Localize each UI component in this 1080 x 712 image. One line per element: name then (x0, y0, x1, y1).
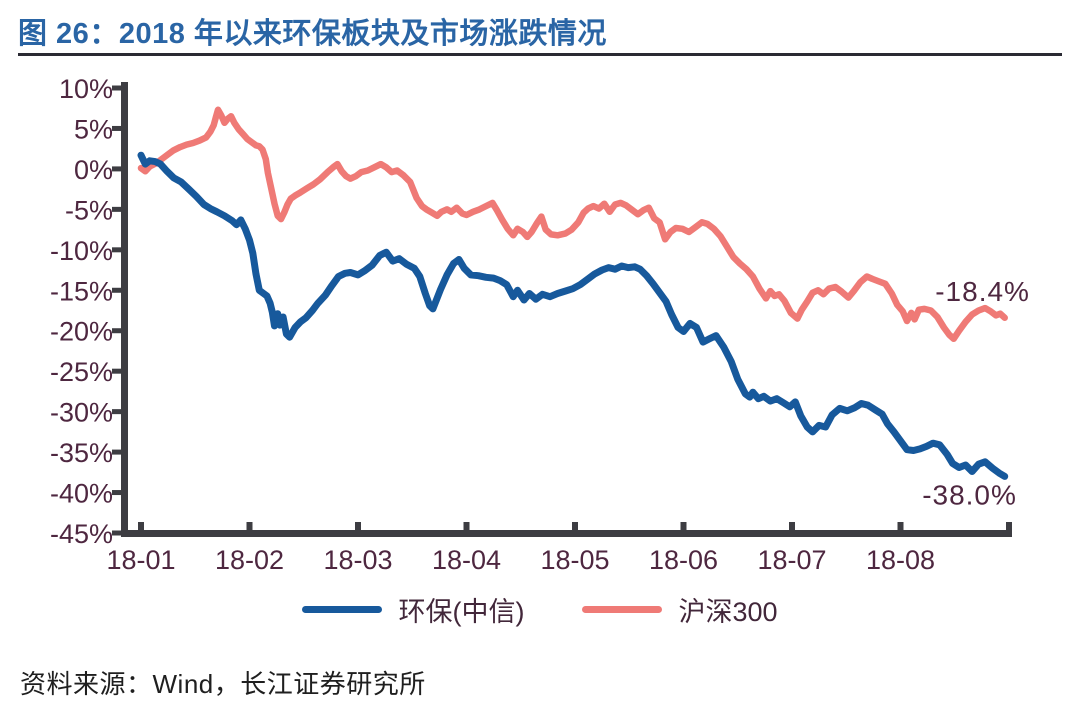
x-tick-label: 18-02 (215, 545, 284, 575)
y-tick (112, 409, 121, 415)
x-tick (572, 522, 578, 530)
x-tick (789, 522, 795, 530)
y-tick (112, 125, 121, 131)
x-tick-label: 18-08 (866, 545, 935, 575)
y-tick-label: -45% (50, 519, 113, 549)
series-line-沪深300 (137, 106, 1008, 343)
legend-label-hs300: 沪深300 (678, 597, 778, 627)
y-axis-line (121, 82, 128, 537)
x-tick (246, 522, 253, 530)
x-tick-label: 18-01 (106, 545, 175, 575)
y-tick-label: -20% (50, 317, 113, 347)
x-tick (463, 522, 470, 530)
y-tick-label: -35% (50, 438, 113, 468)
y-tick (112, 166, 121, 172)
figure-title: 图 26：2018 年以来环保板块及市场涨跌情况 (18, 18, 607, 50)
y-tick (112, 449, 121, 455)
x-axis-line (121, 530, 1012, 537)
x-tick (897, 522, 904, 530)
y-tick-label: -40% (50, 479, 113, 509)
hs300-line-swatch-icon (582, 606, 663, 613)
x-tick-label: 18-03 (323, 545, 392, 575)
y-tick (112, 206, 121, 212)
y-tick (112, 368, 121, 374)
series-line-环保(中信) (137, 151, 1009, 480)
data-source-note: 资料来源：Wind，长江证券研究所 (20, 669, 426, 699)
legend-label-huanbao: 环保(中信) (398, 597, 525, 627)
x-tick-label: 18-06 (649, 545, 718, 575)
x-tick-label: 18-04 (432, 545, 501, 575)
legend-item-huanbao: 环保(中信) (302, 590, 524, 629)
x-tick (1006, 522, 1012, 530)
title-divider (18, 53, 1062, 56)
x-tick-label: 18-07 (757, 545, 826, 575)
x-tick (138, 522, 144, 530)
y-tick-label: 0% (74, 155, 113, 185)
y-tick (112, 247, 121, 253)
x-tick-label: 18-05 (540, 545, 609, 575)
y-tick-label: 5% (74, 114, 113, 144)
y-tick-label: -25% (50, 357, 113, 387)
end-value-annotation: -18.4% (935, 276, 1030, 307)
chart-legend: 环保(中信) 沪深300 (0, 590, 1080, 629)
x-tick (680, 522, 687, 530)
y-tick (112, 530, 121, 536)
y-tick (112, 490, 121, 496)
y-tick-label: 10% (59, 74, 113, 104)
line-chart: 10% 5% 0% -5% -10% -15% -20% -25% -30% -35% -40% -4… (50, 74, 1030, 575)
huanbao-line-swatch-icon (302, 606, 383, 613)
y-tick-label: -10% (50, 236, 113, 266)
x-tick (355, 522, 361, 530)
y-tick-label: -15% (50, 276, 113, 306)
y-tick (112, 287, 121, 293)
end-value-annotation: -38.0% (922, 480, 1017, 511)
y-tick-label: -30% (50, 398, 113, 428)
y-tick (112, 328, 121, 334)
y-tick-label: -5% (65, 195, 113, 225)
legend-item-hs300: 沪深300 (582, 590, 778, 629)
y-tick (112, 85, 121, 91)
